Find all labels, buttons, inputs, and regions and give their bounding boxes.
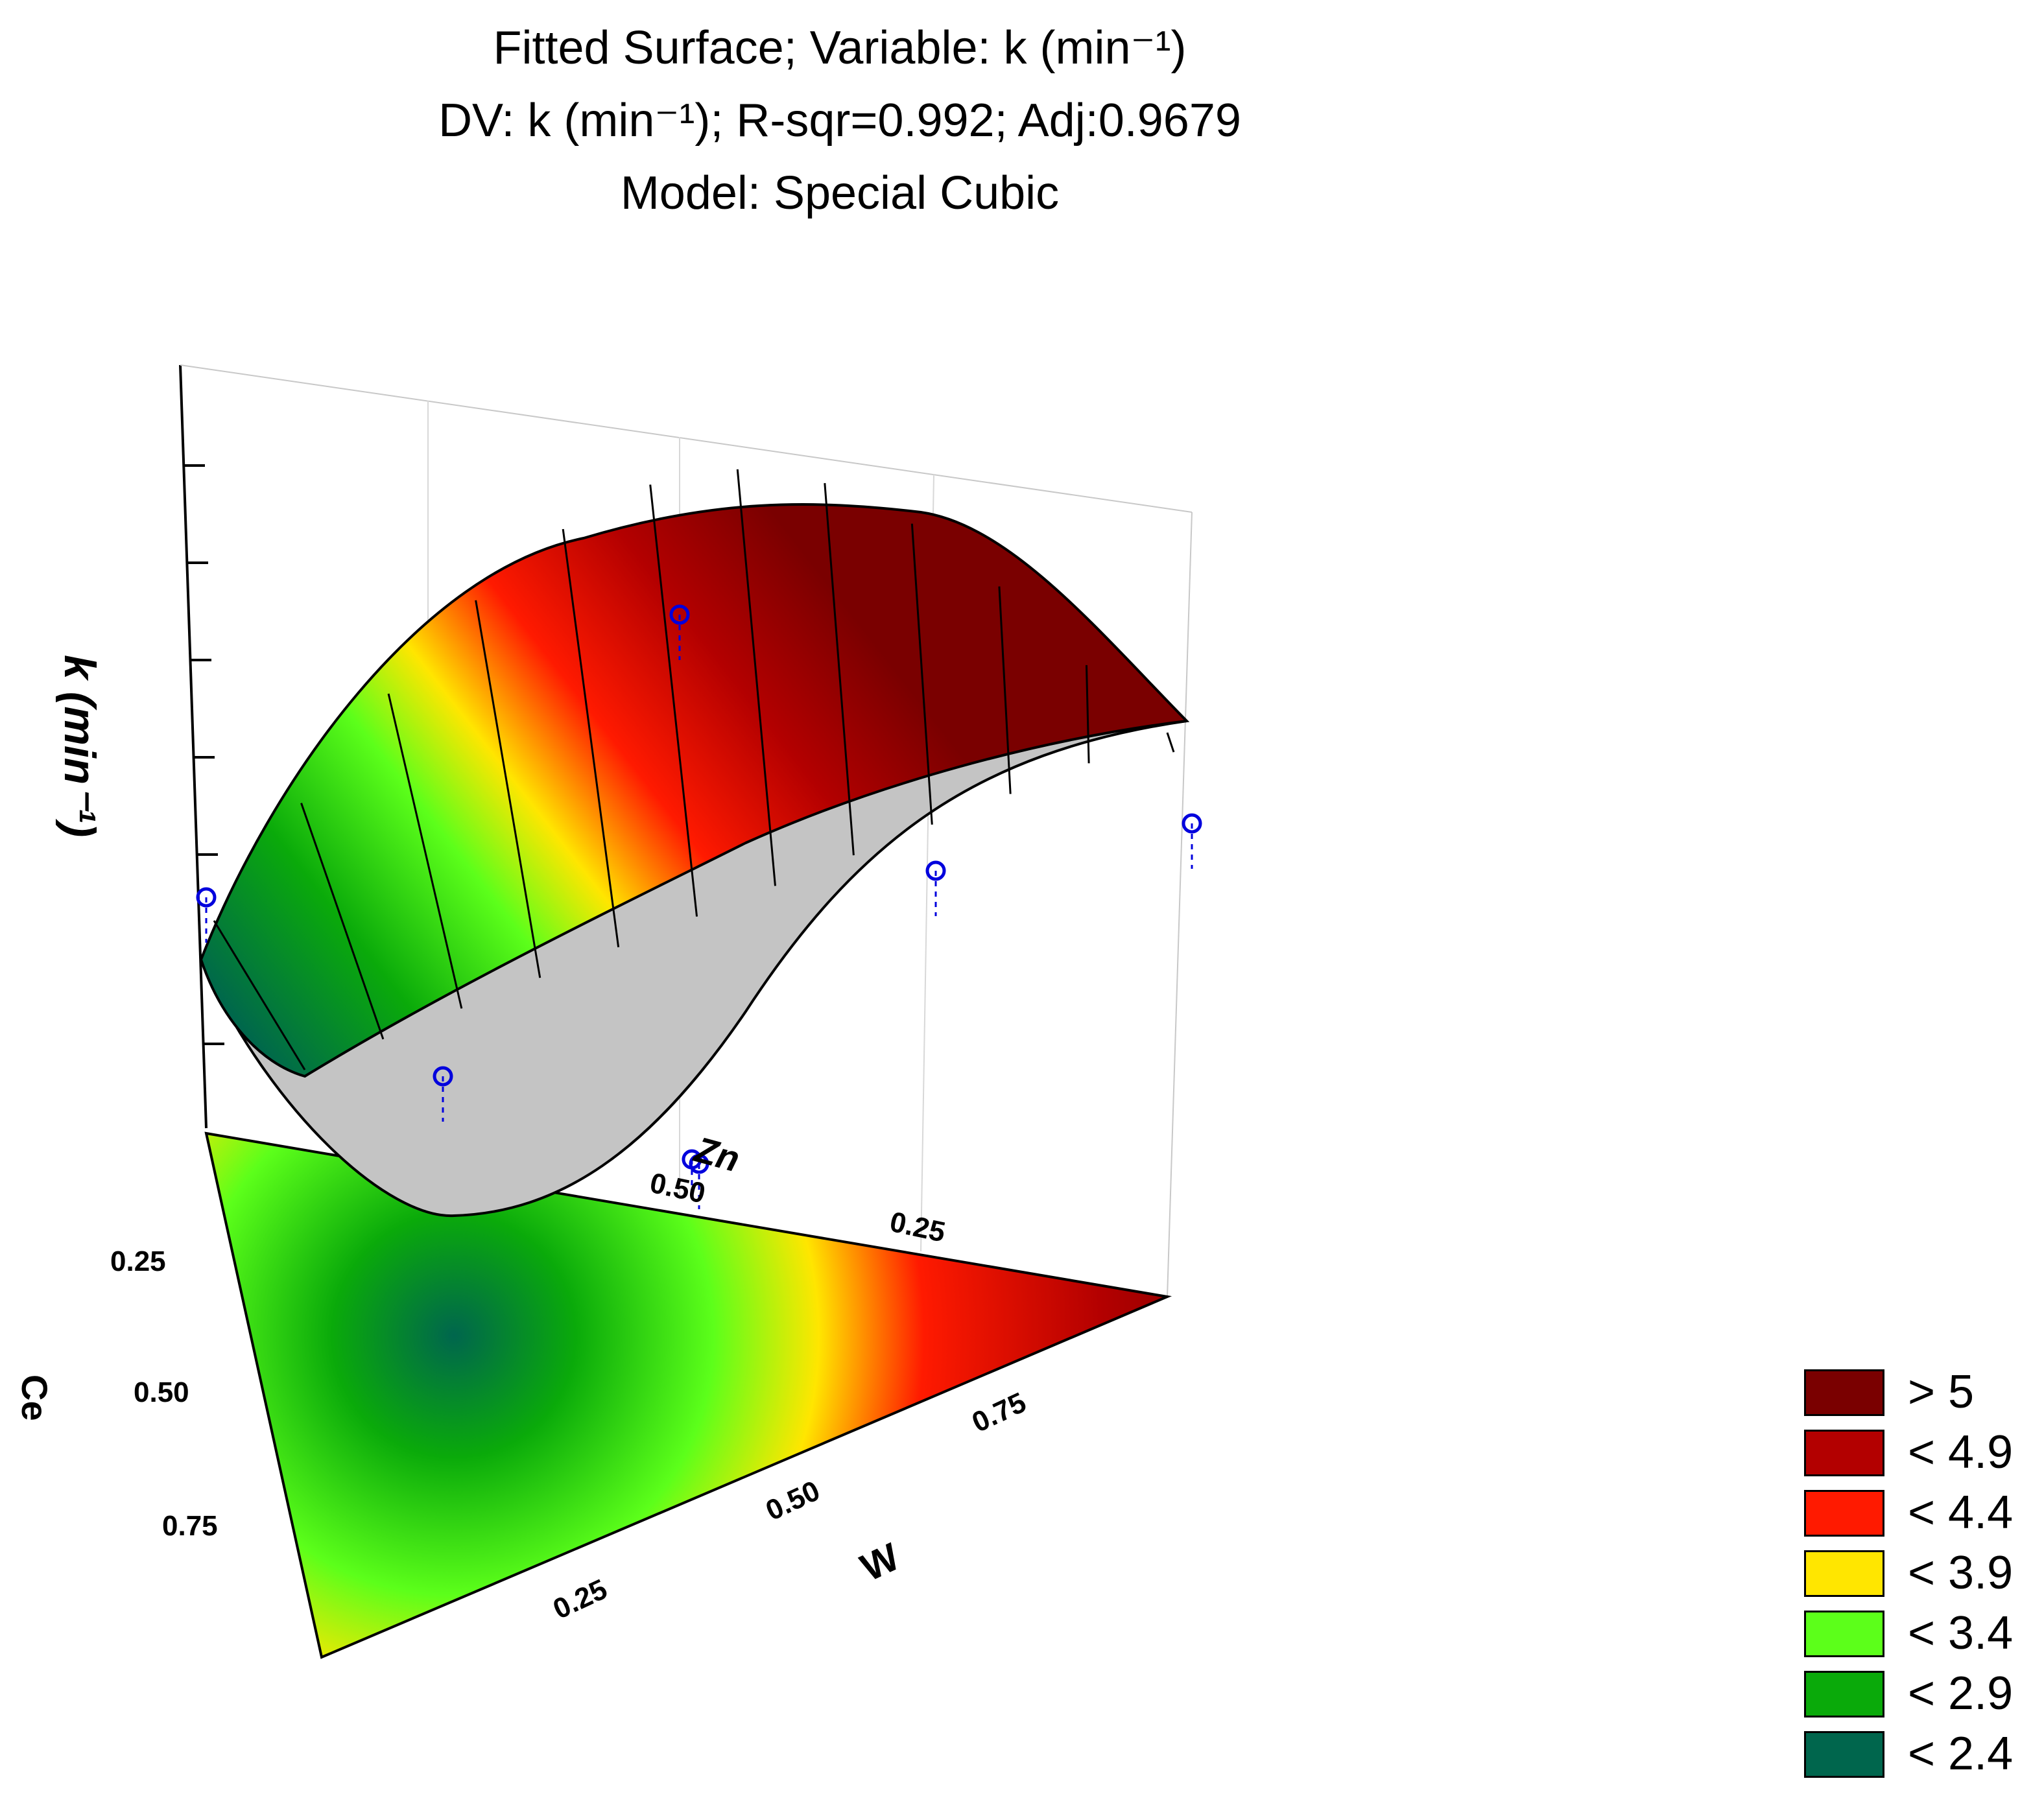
mesh-line (998, 586, 1012, 794)
legend-label: < 3.9 (1908, 1547, 2014, 1599)
back-right-edge (1167, 512, 1193, 1297)
legend-swatch (1804, 1550, 1884, 1597)
mesh-line (910, 523, 933, 825)
base-triangle-fill (204, 1131, 1172, 1659)
legend-swatch (1804, 1731, 1884, 1778)
legend-swatch (1804, 1490, 1884, 1537)
legend-swatch (1804, 1369, 1884, 1416)
mesh-line (1085, 665, 1090, 764)
fitted-surface (199, 469, 1190, 1218)
design-point (669, 604, 690, 625)
mesh-line (649, 484, 698, 917)
mesh-line (562, 528, 620, 948)
mesh-line (213, 920, 306, 1070)
mesh-line (736, 469, 776, 886)
w-axis-label: W (854, 1535, 906, 1590)
legend-swatch (1804, 1671, 1884, 1718)
design-points (196, 604, 1202, 1209)
w-tick-label: 0.25 (549, 1573, 612, 1625)
ternary-base-contour (204, 1131, 1172, 1659)
z-axis-ticks (183, 464, 224, 1045)
mesh-line (475, 600, 541, 978)
design-point (196, 887, 217, 908)
design-point (1182, 813, 1202, 834)
chart-title: Fitted Surface; Variable: k (min⁻¹) DV: … (0, 12, 1680, 230)
z-axis-line (179, 364, 208, 1129)
mesh-line (824, 483, 855, 856)
ce-tick-label: 0.25 (110, 1245, 166, 1277)
title-line-1: Fitted Surface; Variable: k (min⁻¹) (493, 22, 1187, 74)
legend-label: < 4.4 (1908, 1487, 2014, 1539)
legend-label: < 2.9 (1908, 1668, 2014, 1719)
mesh-line (387, 693, 463, 1009)
zn-tick-label: 0.25 (887, 1206, 948, 1249)
w-tick-label: 0.50 (761, 1474, 825, 1527)
w-tick-label: 0.75 (968, 1386, 1031, 1439)
legend-label: > 5 (1908, 1366, 1975, 1418)
design-point (433, 1066, 453, 1087)
legend-label: < 4.9 (1908, 1426, 2014, 1478)
mesh-line (300, 803, 385, 1040)
legend-label: < 3.4 (1908, 1607, 2014, 1659)
surface-top (199, 503, 1190, 1078)
legend-swatch (1804, 1430, 1884, 1476)
ce-tick-label: 0.75 (162, 1510, 218, 1542)
back-top-edge (180, 364, 1193, 513)
ce-tick-label: 0.50 (134, 1376, 189, 1408)
legend-label: < 2.4 (1908, 1728, 2014, 1780)
mesh-line (1166, 732, 1175, 753)
z-axis-label: k (min⁻¹) (55, 655, 104, 837)
title-line-3: Model: Special Cubic (620, 167, 1060, 219)
ce-axis-label: Ce (14, 1375, 55, 1421)
design-point (925, 860, 946, 881)
title-line-2: DV: k (min⁻¹); R-sqr=0.992; Adj:0.9679 (438, 95, 1241, 147)
surface-mesh (213, 469, 1175, 1070)
legend-swatch (1804, 1611, 1884, 1657)
design-point (682, 1149, 702, 1170)
